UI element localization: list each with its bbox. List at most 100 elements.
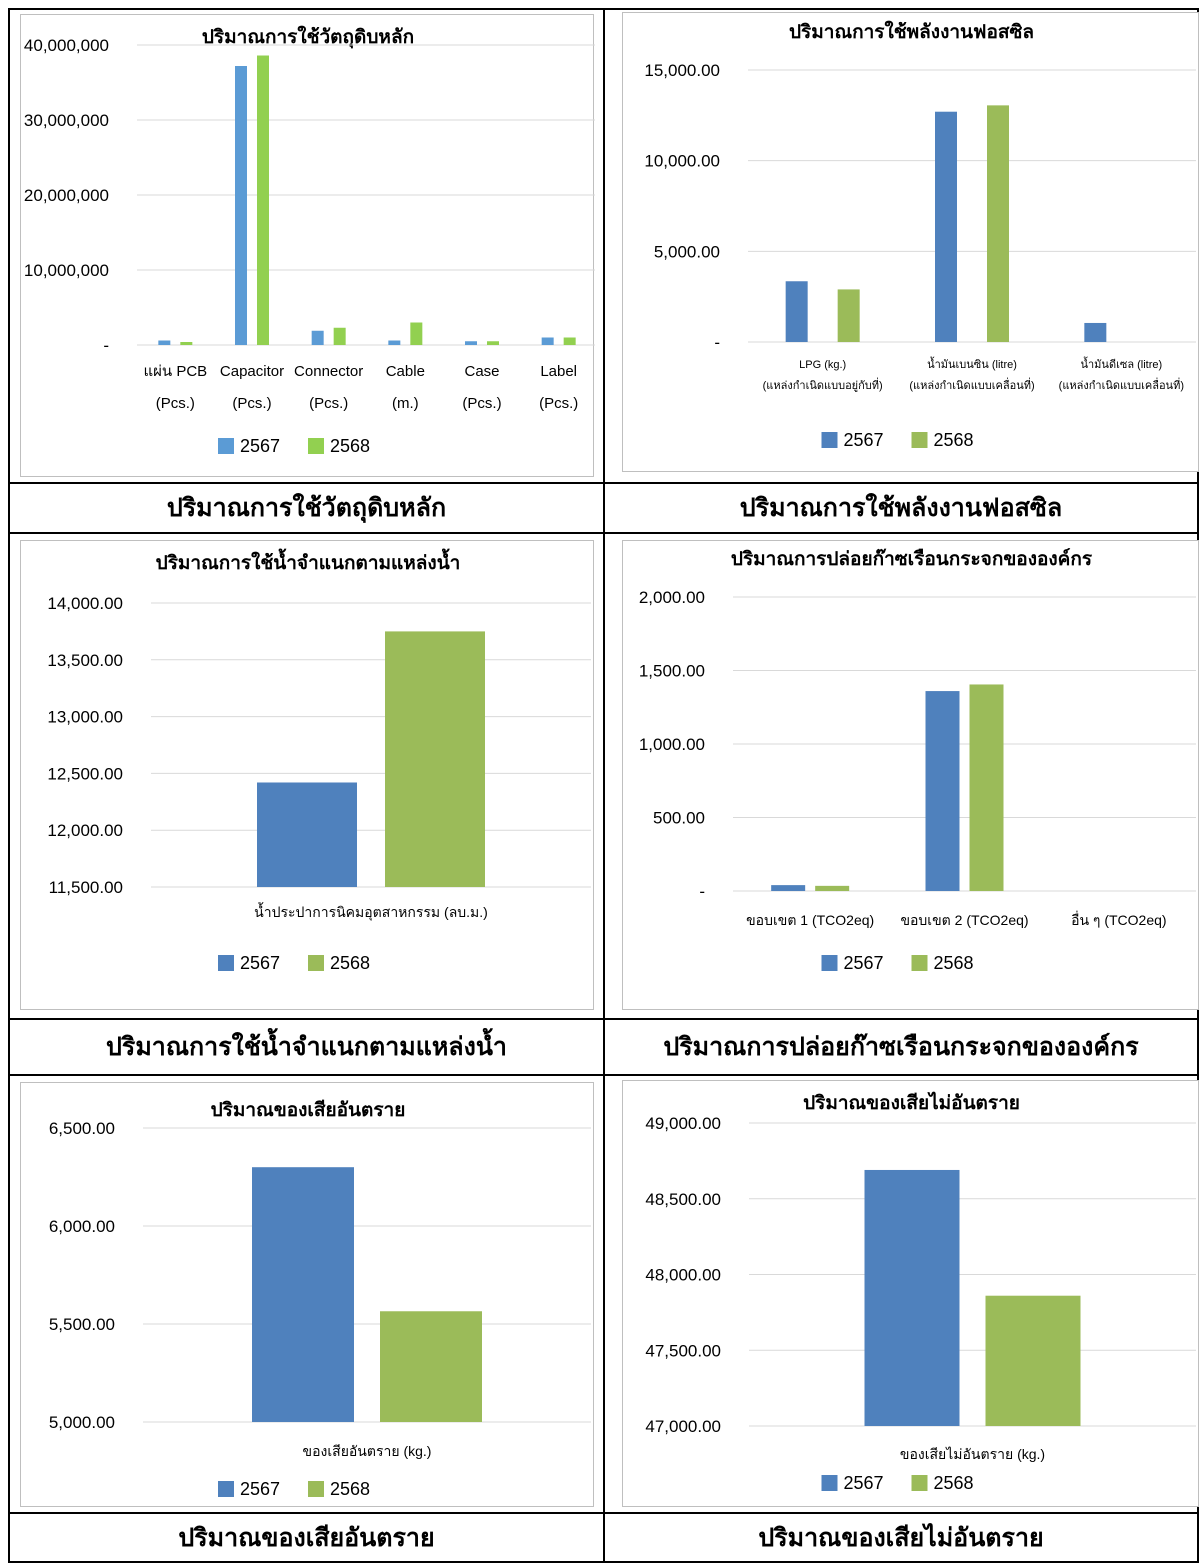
- y-tick-label: 12,000.00: [47, 821, 123, 840]
- category-label: น้ำประปาการนิคมอุตสาหกรรม (ลบ.ม.): [254, 902, 488, 921]
- chart-title: ปริมาณของเสียอันตราย: [211, 1099, 406, 1121]
- bar-2568-0: [380, 1311, 482, 1422]
- category-label: Label: [540, 363, 577, 380]
- legend-swatch: [821, 432, 838, 448]
- bar-2568-0: [180, 342, 193, 345]
- bar-2567-2: [1084, 322, 1107, 342]
- y-tick-label: 12,500.00: [47, 764, 123, 783]
- chart-non-hazardous-waste: ปริมาณของเสียไม่อันตราย 47,000.00 47,500.0…: [622, 1080, 1199, 1507]
- legend-label: 2568: [330, 953, 370, 973]
- y-tick-label: 14,000.00: [47, 594, 123, 613]
- y-tick-label: 6,500.00: [49, 1119, 115, 1138]
- chart-raw-materials: ปริมาณการใช้วัตถุดิบหลัก -10,000,000 20,00…: [20, 14, 595, 477]
- legend-swatch: [821, 955, 838, 971]
- bar-2567-2: [311, 330, 324, 345]
- legend-swatch: [218, 955, 234, 971]
- chart-svg: ปริมาณของเสียไม่อันตราย 47,000.00 47,500.0…: [645, 1091, 1196, 1493]
- legend-label: 2568: [330, 1479, 370, 1499]
- legend-label: 2568: [934, 953, 974, 973]
- y-tick-label: 6,000.00: [49, 1217, 115, 1236]
- y-tick-label: 15,000.00: [644, 61, 720, 80]
- legend-swatch: [218, 1481, 234, 1497]
- legend-label: 2568: [330, 436, 370, 456]
- legend-swatch: [821, 1475, 838, 1491]
- chart-svg: ปริมาณของเสียอันตราย 5,000.00 5,500.00 6,00…: [49, 1099, 591, 1499]
- legend-label: 2567: [844, 1473, 884, 1493]
- chart-svg: ปริมาณการใช้วัตถุดิบหลัก-10,000,00020,00…: [24, 25, 595, 456]
- y-tick-label: 20,000,000: [24, 186, 109, 205]
- legend-label: 2567: [240, 436, 280, 456]
- y-tick-label: 1,500.00: [639, 662, 705, 681]
- chart-title: ปริมาณการใช้พลังงานฟอสซิล: [789, 20, 1034, 43]
- caption-cell-r2c1: [8, 1018, 605, 1076]
- legend-swatch: [911, 955, 928, 971]
- y-tick-label: 10,000.00: [644, 152, 720, 171]
- category-label: (Pcs.): [232, 395, 271, 412]
- caption-cell-r3c2: [603, 1512, 1199, 1563]
- legend-swatch: [308, 1481, 324, 1497]
- category-label: อื่น ๆ (TCO2eq): [1071, 911, 1167, 928]
- legend-label: 2568: [934, 430, 974, 450]
- caption-non-hazardous-waste: ปริมาณของเสียไม่อันตราย: [758, 1523, 1044, 1552]
- bar-2568-0: [385, 631, 485, 887]
- legend-label: 2567: [844, 430, 884, 450]
- category-label: (m.): [392, 395, 419, 412]
- category-label: Case: [464, 363, 499, 380]
- legend-swatch: [911, 1475, 928, 1491]
- bar-2568-4: [487, 341, 499, 345]
- bar-2568-2: [333, 327, 346, 345]
- y-tick-label: 2,000.00: [639, 588, 705, 607]
- caption-greenhouse-gas: ปริมาณการปล่อยก๊าซเรือนกระจกขององค์กร: [663, 1032, 1139, 1061]
- bar-2568-0: [837, 289, 860, 342]
- y-tick-label: 47,500.00: [645, 1341, 721, 1360]
- category-label: Connector: [294, 363, 363, 380]
- y-tick-label: 1,000.00: [639, 735, 705, 754]
- bar-2567-0: [864, 1169, 960, 1426]
- legend-swatch: [308, 438, 324, 454]
- legend-label: 2568: [934, 1473, 974, 1493]
- y-tick-label: 30,000,000: [24, 111, 109, 130]
- y-tick-label: 5,500.00: [49, 1315, 115, 1334]
- bar-2567-0: [771, 885, 806, 891]
- chart-svg: ปริมาณการปล่อยก๊าซเรือนกระจกขององค์กร - 50…: [639, 548, 1196, 973]
- caption-fossil-energy: ปริมาณการใช้พลังงานฟอสซิล: [739, 493, 1063, 522]
- bar-2567-5: [541, 337, 554, 345]
- legend-label: 2567: [844, 953, 884, 973]
- bar-2568-5: [563, 337, 576, 345]
- category-label: (Pcs.): [156, 395, 195, 412]
- bar-2568-3: [410, 322, 423, 345]
- category-label: น้ำมันดีเซล (litre): [1080, 356, 1162, 371]
- y-tick-label: 13,000.00: [47, 708, 123, 727]
- chart-greenhouse-gas: ปริมาณการปล่อยก๊าซเรือนกระจกขององค์กร - 50…: [622, 540, 1199, 1010]
- category-label: (Pcs.): [462, 395, 501, 412]
- bar-2567-3: [388, 340, 401, 345]
- y-tick-label: -: [103, 336, 109, 355]
- caption-raw-materials: ปริมาณการใช้วัตถุดิบหลัก: [166, 493, 447, 522]
- category-label: ของเสียไม่อันตราย (kg.): [900, 1446, 1045, 1462]
- chart-title: ปริมาณการใช้น้ำจำแนกตามแหล่งน้ำ: [156, 548, 461, 574]
- bar-2567-1: [935, 111, 957, 342]
- y-tick-label: 13,500.00: [47, 651, 123, 670]
- bar-2567-0: [252, 1167, 354, 1422]
- chart-svg: ปริมาณการใช้น้ำจำแนกตามแหล่งน้ำ 11,500.00…: [47, 548, 591, 973]
- category-label: Cable: [386, 363, 425, 380]
- y-tick-label: 48,500.00: [645, 1190, 721, 1209]
- chart-svg: ปริมาณการใช้พลังงานฟอสซิล - 5,000.00 10,000…: [644, 20, 1196, 450]
- bar-2568-1: [257, 55, 269, 345]
- caption-cell-r1c2: [603, 482, 1199, 534]
- category-label: (Pcs.): [309, 395, 348, 412]
- chart-title: ปริมาณการปล่อยก๊าซเรือนกระจกขององค์กร: [731, 548, 1093, 570]
- category-label: ขอบเขต 2 (TCO2eq): [900, 912, 1028, 928]
- y-tick-label: -: [714, 333, 720, 352]
- category-label: (แหล่งกำเนิดแบบอยู่กับที่): [763, 377, 883, 392]
- bar-2568-1: [969, 684, 1004, 891]
- bar-2567-4: [465, 341, 477, 345]
- y-tick-label: -: [699, 882, 705, 901]
- legend-label: 2567: [240, 953, 280, 973]
- bar-2567-0: [257, 782, 357, 887]
- legend-label: 2567: [240, 1479, 280, 1499]
- bar-2567-0: [158, 340, 171, 345]
- legend-swatch: [911, 432, 928, 448]
- bar-2568-1: [987, 105, 1009, 342]
